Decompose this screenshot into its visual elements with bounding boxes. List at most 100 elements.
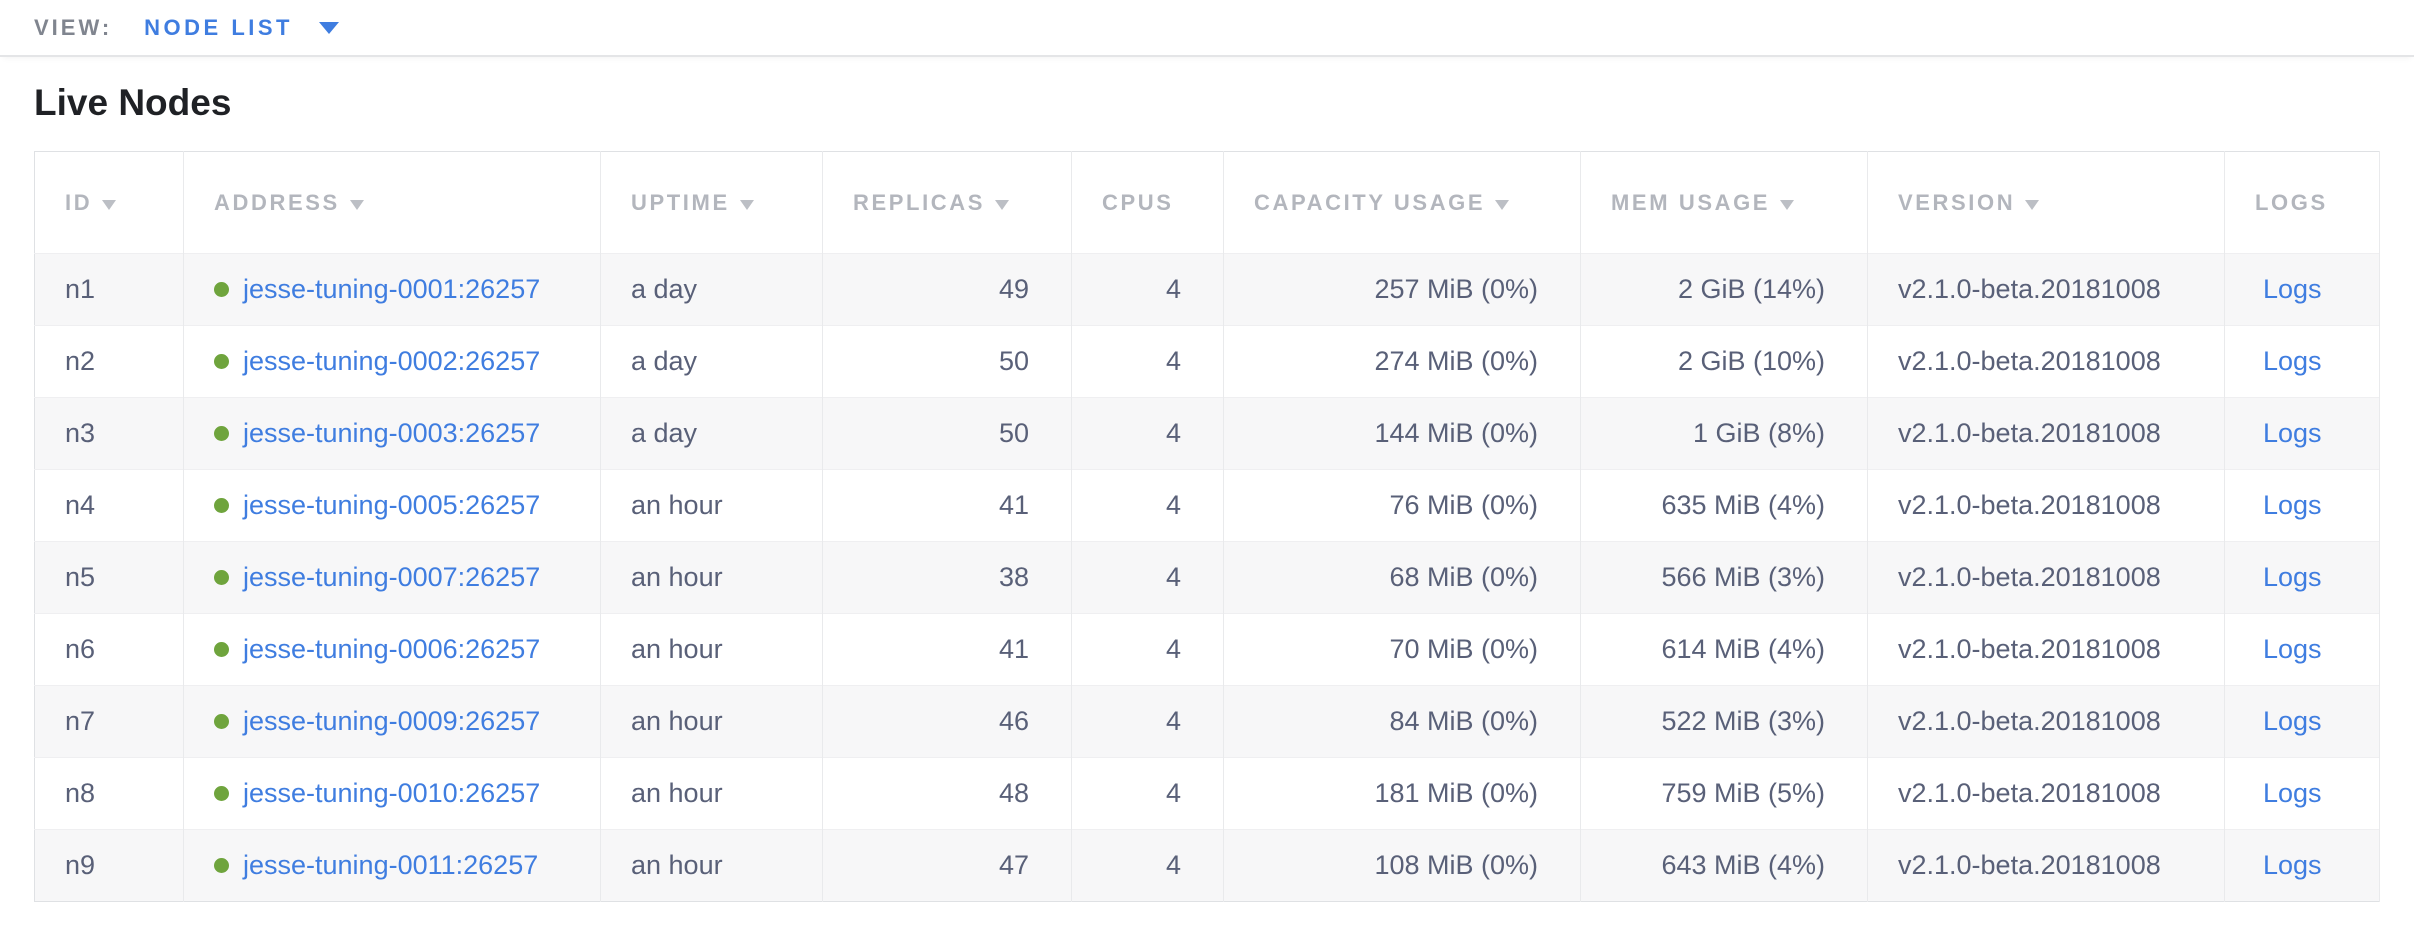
uptime-cell: an hour [600,757,823,830]
sort-arrow-icon [1780,199,1795,210]
replicas-cell: 48 [822,757,1072,830]
node-address-link[interactable]: jesse-tuning-0010:26257 [243,778,541,808]
node-live-status-icon [214,426,229,441]
uptime-cell: an hour [600,469,823,542]
node-address-cell: jesse-tuning-0010:26257 [183,757,601,830]
node-address-link[interactable]: jesse-tuning-0009:26257 [243,706,541,736]
logs-cell: Logs [2224,757,2380,830]
mem-usage-cell: 2 GiB (14%) [1580,253,1868,326]
version-cell: v2.1.0-beta.20181008 [1867,253,2225,326]
cpus-cell: 4 [1071,829,1224,902]
live-nodes-table: ID ADDRESS UPTIME REPLICAS CPUS CAPACITY… [34,151,2380,902]
logs-link[interactable]: Logs [2263,490,2322,520]
version-cell: v2.1.0-beta.20181008 [1867,325,2225,398]
column-header-uptime[interactable]: UPTIME [600,151,823,254]
cpus-cell: 4 [1071,253,1224,326]
sort-arrow-icon [995,199,1010,210]
node-live-status-icon [214,282,229,297]
logs-link[interactable]: Logs [2263,562,2322,592]
node-address-link[interactable]: jesse-tuning-0005:26257 [243,490,541,520]
capacity-usage-cell: 181 MiB (0%) [1223,757,1581,830]
logs-cell: Logs [2224,829,2380,902]
logs-cell: Logs [2224,685,2380,758]
node-live-status-icon [214,858,229,873]
version-cell: v2.1.0-beta.20181008 [1867,541,2225,614]
node-live-status-icon [214,498,229,513]
cpus-cell: 4 [1071,613,1224,686]
logs-link[interactable]: Logs [2263,634,2322,664]
cpus-cell: 4 [1071,469,1224,542]
logs-link[interactable]: Logs [2263,706,2322,736]
view-bar: VIEW: NODE LIST [0,0,2414,57]
node-id-cell: n2 [34,325,184,398]
node-live-status-icon [214,642,229,657]
node-id-cell: n3 [34,397,184,470]
column-header-replicas[interactable]: REPLICAS [822,151,1072,254]
cpus-cell: 4 [1071,541,1224,614]
view-selector-dropdown[interactable]: NODE LIST [144,15,339,41]
node-address-link[interactable]: jesse-tuning-0007:26257 [243,562,541,592]
logs-link[interactable]: Logs [2263,274,2322,304]
node-id-cell: n7 [34,685,184,758]
mem-usage-cell: 635 MiB (4%) [1580,469,1868,542]
logs-cell: Logs [2224,613,2380,686]
node-address-cell: jesse-tuning-0006:26257 [183,613,601,686]
table-body: n1 jesse-tuning-0001:26257 a day 49 4 25… [34,253,2380,902]
column-header-address[interactable]: ADDRESS [183,151,601,254]
node-address-cell: jesse-tuning-0001:26257 [183,253,601,326]
logs-link[interactable]: Logs [2263,850,2322,880]
column-header-logs: LOGS [2224,151,2380,254]
node-address-link[interactable]: jesse-tuning-0006:26257 [243,634,541,664]
cpus-cell: 4 [1071,685,1224,758]
logs-cell: Logs [2224,469,2380,542]
logs-cell: Logs [2224,541,2380,614]
column-header-mem-usage[interactable]: MEM USAGE [1580,151,1868,254]
uptime-cell: a day [600,253,823,326]
mem-usage-cell: 2 GiB (10%) [1580,325,1868,398]
version-cell: v2.1.0-beta.20181008 [1867,397,2225,470]
node-address-cell: jesse-tuning-0003:26257 [183,397,601,470]
table-row: n5 jesse-tuning-0007:26257 an hour 38 4 … [34,541,2380,614]
capacity-usage-cell: 108 MiB (0%) [1223,829,1581,902]
mem-usage-cell: 614 MiB (4%) [1580,613,1868,686]
column-header-capacity-usage[interactable]: CAPACITY USAGE [1223,151,1581,254]
replicas-cell: 49 [822,253,1072,326]
sort-arrow-icon [102,199,117,210]
view-label: VIEW: [34,14,113,40]
column-header-id[interactable]: ID [34,151,184,254]
node-address-cell: jesse-tuning-0002:26257 [183,325,601,398]
node-address-link[interactable]: jesse-tuning-0002:26257 [243,346,541,376]
replicas-cell: 41 [822,613,1072,686]
table-row: n4 jesse-tuning-0005:26257 an hour 41 4 … [34,469,2380,542]
sort-arrow-icon [1495,199,1510,210]
node-address-link[interactable]: jesse-tuning-0011:26257 [243,850,539,880]
capacity-usage-cell: 84 MiB (0%) [1223,685,1581,758]
logs-link[interactable]: Logs [2263,418,2322,448]
node-address-cell: jesse-tuning-0009:26257 [183,685,601,758]
table-row: n1 jesse-tuning-0001:26257 a day 49 4 25… [34,253,2380,326]
replicas-cell: 41 [822,469,1072,542]
mem-usage-cell: 1 GiB (8%) [1580,397,1868,470]
version-cell: v2.1.0-beta.20181008 [1867,613,2225,686]
node-id-cell: n9 [34,829,184,902]
replicas-cell: 46 [822,685,1072,758]
capacity-usage-cell: 144 MiB (0%) [1223,397,1581,470]
table-row: n6 jesse-tuning-0006:26257 an hour 41 4 … [34,613,2380,686]
table-row: n9 jesse-tuning-0011:26257 an hour 47 4 … [34,829,2380,902]
node-address-link[interactable]: jesse-tuning-0003:26257 [243,418,541,448]
logs-link[interactable]: Logs [2263,346,2322,376]
logs-cell: Logs [2224,397,2380,470]
cpus-cell: 4 [1071,397,1224,470]
logs-link[interactable]: Logs [2263,778,2322,808]
table-row: n7 jesse-tuning-0009:26257 an hour 46 4 … [34,685,2380,758]
table-row: n3 jesse-tuning-0003:26257 a day 50 4 14… [34,397,2380,470]
replicas-cell: 47 [822,829,1072,902]
node-live-status-icon [214,786,229,801]
capacity-usage-cell: 257 MiB (0%) [1223,253,1581,326]
node-address-cell: jesse-tuning-0005:26257 [183,469,601,542]
uptime-cell: an hour [600,685,823,758]
node-address-link[interactable]: jesse-tuning-0001:26257 [243,274,541,304]
cpus-cell: 4 [1071,325,1224,398]
column-header-version[interactable]: VERSION [1867,151,2225,254]
